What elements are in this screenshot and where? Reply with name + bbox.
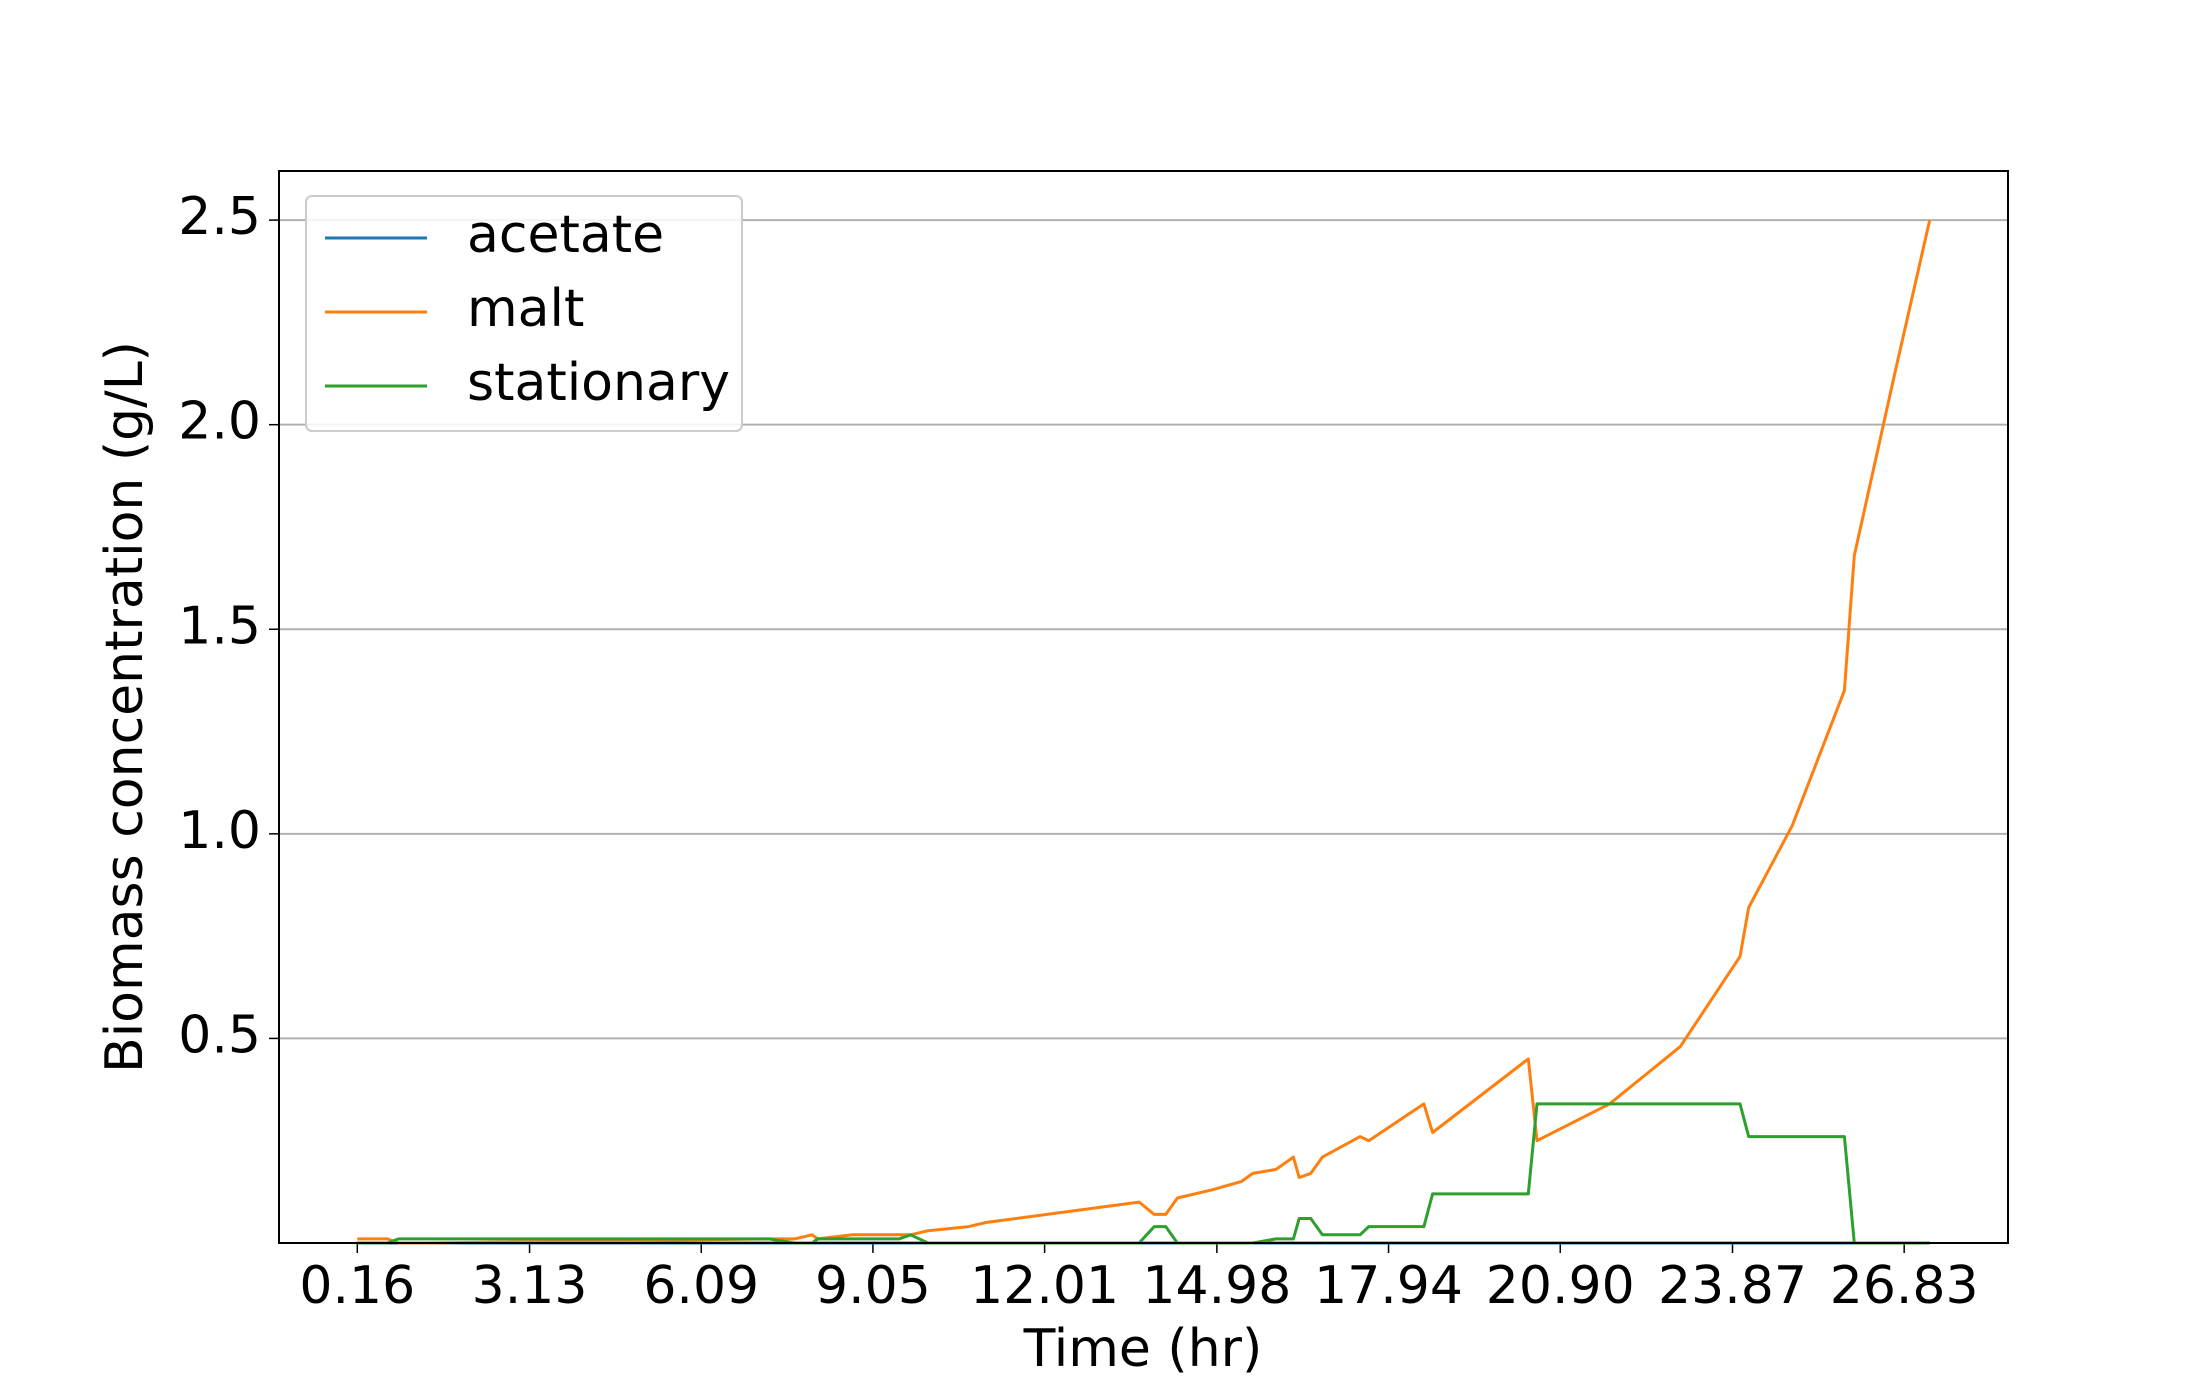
x-tick-label: 26.83 (1830, 1256, 1979, 1316)
x-tick-label: 23.87 (1658, 1256, 1807, 1316)
x-tick-label: 17.94 (1314, 1256, 1463, 1316)
series-line (357, 1102, 1930, 1245)
x-axis-label: Time (hr) (1023, 1319, 1263, 1379)
legend-label: acetate (467, 205, 664, 265)
y-tick-label: 1.0 (178, 801, 261, 861)
x-tick-label: 9.05 (815, 1256, 931, 1316)
x-tick-label: 14.98 (1142, 1256, 1291, 1316)
legend-label: stationary (467, 353, 730, 413)
x-tick-label: 0.16 (299, 1256, 415, 1316)
x-tick-label: 3.13 (472, 1256, 588, 1316)
y-tick-label: 0.5 (178, 1005, 261, 1065)
plot-frame (278, 170, 2009, 1244)
y-tick-label: 2.5 (178, 187, 261, 247)
y-tick-label: 2.0 (178, 392, 261, 452)
legend-box (305, 195, 743, 432)
y-tick-label: 1.5 (178, 596, 261, 656)
x-tick-label: 12.01 (970, 1256, 1119, 1316)
legend-label: malt (467, 279, 584, 339)
x-tick-label: 6.09 (643, 1256, 759, 1316)
x-tick-label: 20.90 (1486, 1256, 1635, 1316)
y-axis-label: Biomass concentration (g/L) (95, 341, 155, 1073)
